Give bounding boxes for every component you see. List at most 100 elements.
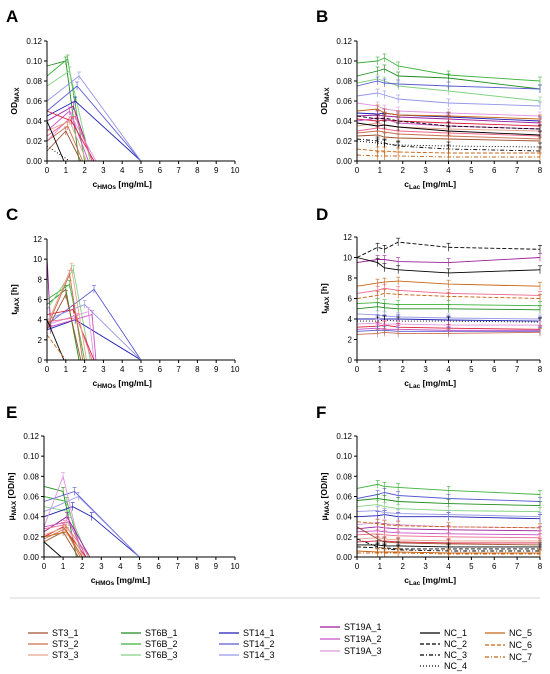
x-tick-label: 3: [101, 166, 106, 175]
legend-label: ST6B_1: [145, 628, 178, 638]
series-line: [356, 510, 541, 518]
x-tick-label: 2: [82, 365, 87, 374]
y-tick-label: 0.02: [26, 137, 42, 146]
y-tick-label: 0.10: [23, 452, 39, 461]
y-tick-label: 0.10: [336, 57, 352, 66]
y-axis-label: ODMAX: [319, 87, 331, 115]
y-axis-label: tMAX [h]: [319, 283, 331, 314]
y-axis-label: μMAX [OD/h]: [6, 472, 18, 520]
chart-panels: A0.000.020.040.060.080.100.120 1 2 3 4 5 6 7 8 9 1…: [6, 7, 543, 587]
x-tick-label: 7: [176, 166, 181, 175]
legend-label: ST19A_3: [344, 646, 382, 656]
legend-label: ST19A_2: [344, 634, 382, 644]
x-tick-label: 6: [492, 562, 497, 571]
y-tick-label: 0.02: [23, 533, 39, 542]
x-tick-label: 8: [538, 166, 543, 175]
x-tick-label: 7: [515, 166, 520, 175]
panel-F: F 0.00 0.02 0.04 0.06 0.08 0.10 0.12 0 1 2 3 4 5 6 7 8 cL…: [316, 403, 543, 587]
legend-label: NC_6: [509, 640, 532, 650]
series-line: [356, 540, 540, 544]
y-tick-label: 4: [348, 315, 353, 324]
series-line: [356, 483, 541, 495]
series-line: [356, 530, 541, 536]
x-tick-label: 6: [492, 365, 497, 374]
panel-letter: D: [316, 205, 328, 224]
y-tick-label: 0.08: [336, 77, 352, 86]
series-line: [356, 68, 541, 90]
y-tick-label: 0.04: [23, 513, 39, 522]
panel-letter: F: [316, 403, 326, 422]
x-tick-label: 9: [214, 365, 219, 374]
series-line: [356, 537, 540, 542]
x-tick-label: 6: [492, 166, 497, 175]
x-tick-label: 4: [120, 166, 125, 175]
x-tick-label: 3: [423, 365, 428, 374]
x-tick-label: 3: [99, 562, 104, 571]
panel-letter: A: [6, 7, 18, 26]
series-line: [356, 327, 540, 331]
x-tick-label: 0: [355, 166, 360, 175]
y-tick-label: 0.10: [26, 57, 42, 66]
x-tick-label: 8: [538, 562, 543, 571]
x-tick-label: 1: [64, 166, 69, 175]
series-line: [356, 538, 540, 552]
y-tick-label: 0.02: [336, 533, 352, 542]
series-line: [46, 319, 65, 361]
series-line: [356, 514, 541, 520]
series-line: [357, 544, 540, 548]
y-tick-label: 0.12: [336, 432, 352, 441]
x-tick-label: 6: [156, 562, 161, 571]
x-tick-label: 8: [195, 562, 200, 571]
y-tick-label: 8: [38, 275, 43, 284]
y-axis-label: μMAX [OD/h]: [319, 472, 331, 520]
panel-letter: E: [6, 403, 17, 422]
x-tick-label: 9: [214, 166, 219, 175]
series-line: [356, 80, 541, 90]
y-tick-label: 0.08: [26, 77, 42, 86]
series-line: [356, 533, 541, 539]
legend-label: NC_3: [444, 650, 467, 660]
series-line: [43, 506, 140, 558]
y-tick-label: 0.02: [336, 137, 352, 146]
series-line: [356, 324, 541, 330]
y-tick-label: 0: [348, 356, 353, 365]
x-tick-label: 6: [158, 166, 163, 175]
y-tick-label: 6: [38, 296, 43, 305]
x-axis-label: cHMOs [mg/mL]: [91, 575, 151, 587]
x-tick-label: 10: [231, 365, 240, 374]
legend-label: NC_5: [509, 628, 532, 638]
x-tick-label: 7: [515, 365, 520, 374]
x-tick-label: 4: [446, 562, 451, 571]
series-line: [356, 108, 541, 120]
x-tick-label: 4: [120, 365, 125, 374]
series-line: [356, 329, 540, 332]
x-tick-label: 1: [378, 562, 383, 571]
series-line: [356, 57, 541, 82]
legend-label: NC_1: [444, 628, 467, 638]
legend-label: ST6B_3: [145, 650, 178, 660]
series-line: [356, 118, 541, 127]
x-tick-label: 3: [423, 562, 428, 571]
x-axis-label: cHMOs [mg/mL]: [92, 378, 152, 390]
legend-label: ST14_3: [243, 650, 275, 660]
y-axis-label: tMAX [h]: [9, 284, 21, 315]
x-tick-label: 2: [82, 166, 87, 175]
series-line: [46, 268, 91, 361]
x-tick-label: 10: [231, 562, 240, 571]
y-tick-label: 12: [343, 233, 352, 242]
legend-label: NC_2: [444, 639, 467, 649]
series-line: [46, 293, 82, 361]
y-tick-label: 8: [348, 274, 353, 283]
series-line: [356, 306, 541, 311]
y-tick-label: 0.06: [336, 493, 352, 502]
x-axis-label: cLac [mg/mL]: [404, 179, 456, 191]
series-line: [356, 257, 541, 274]
x-tick-label: 0: [45, 365, 50, 374]
y-tick-label: 0.12: [336, 37, 352, 46]
x-tick-label: 5: [137, 562, 142, 571]
series-line: [356, 331, 541, 335]
legend-label: ST19A_1: [344, 622, 382, 632]
x-axis-label: cHMOs [mg/mL]: [92, 179, 152, 191]
x-tick-label: 7: [515, 562, 520, 571]
